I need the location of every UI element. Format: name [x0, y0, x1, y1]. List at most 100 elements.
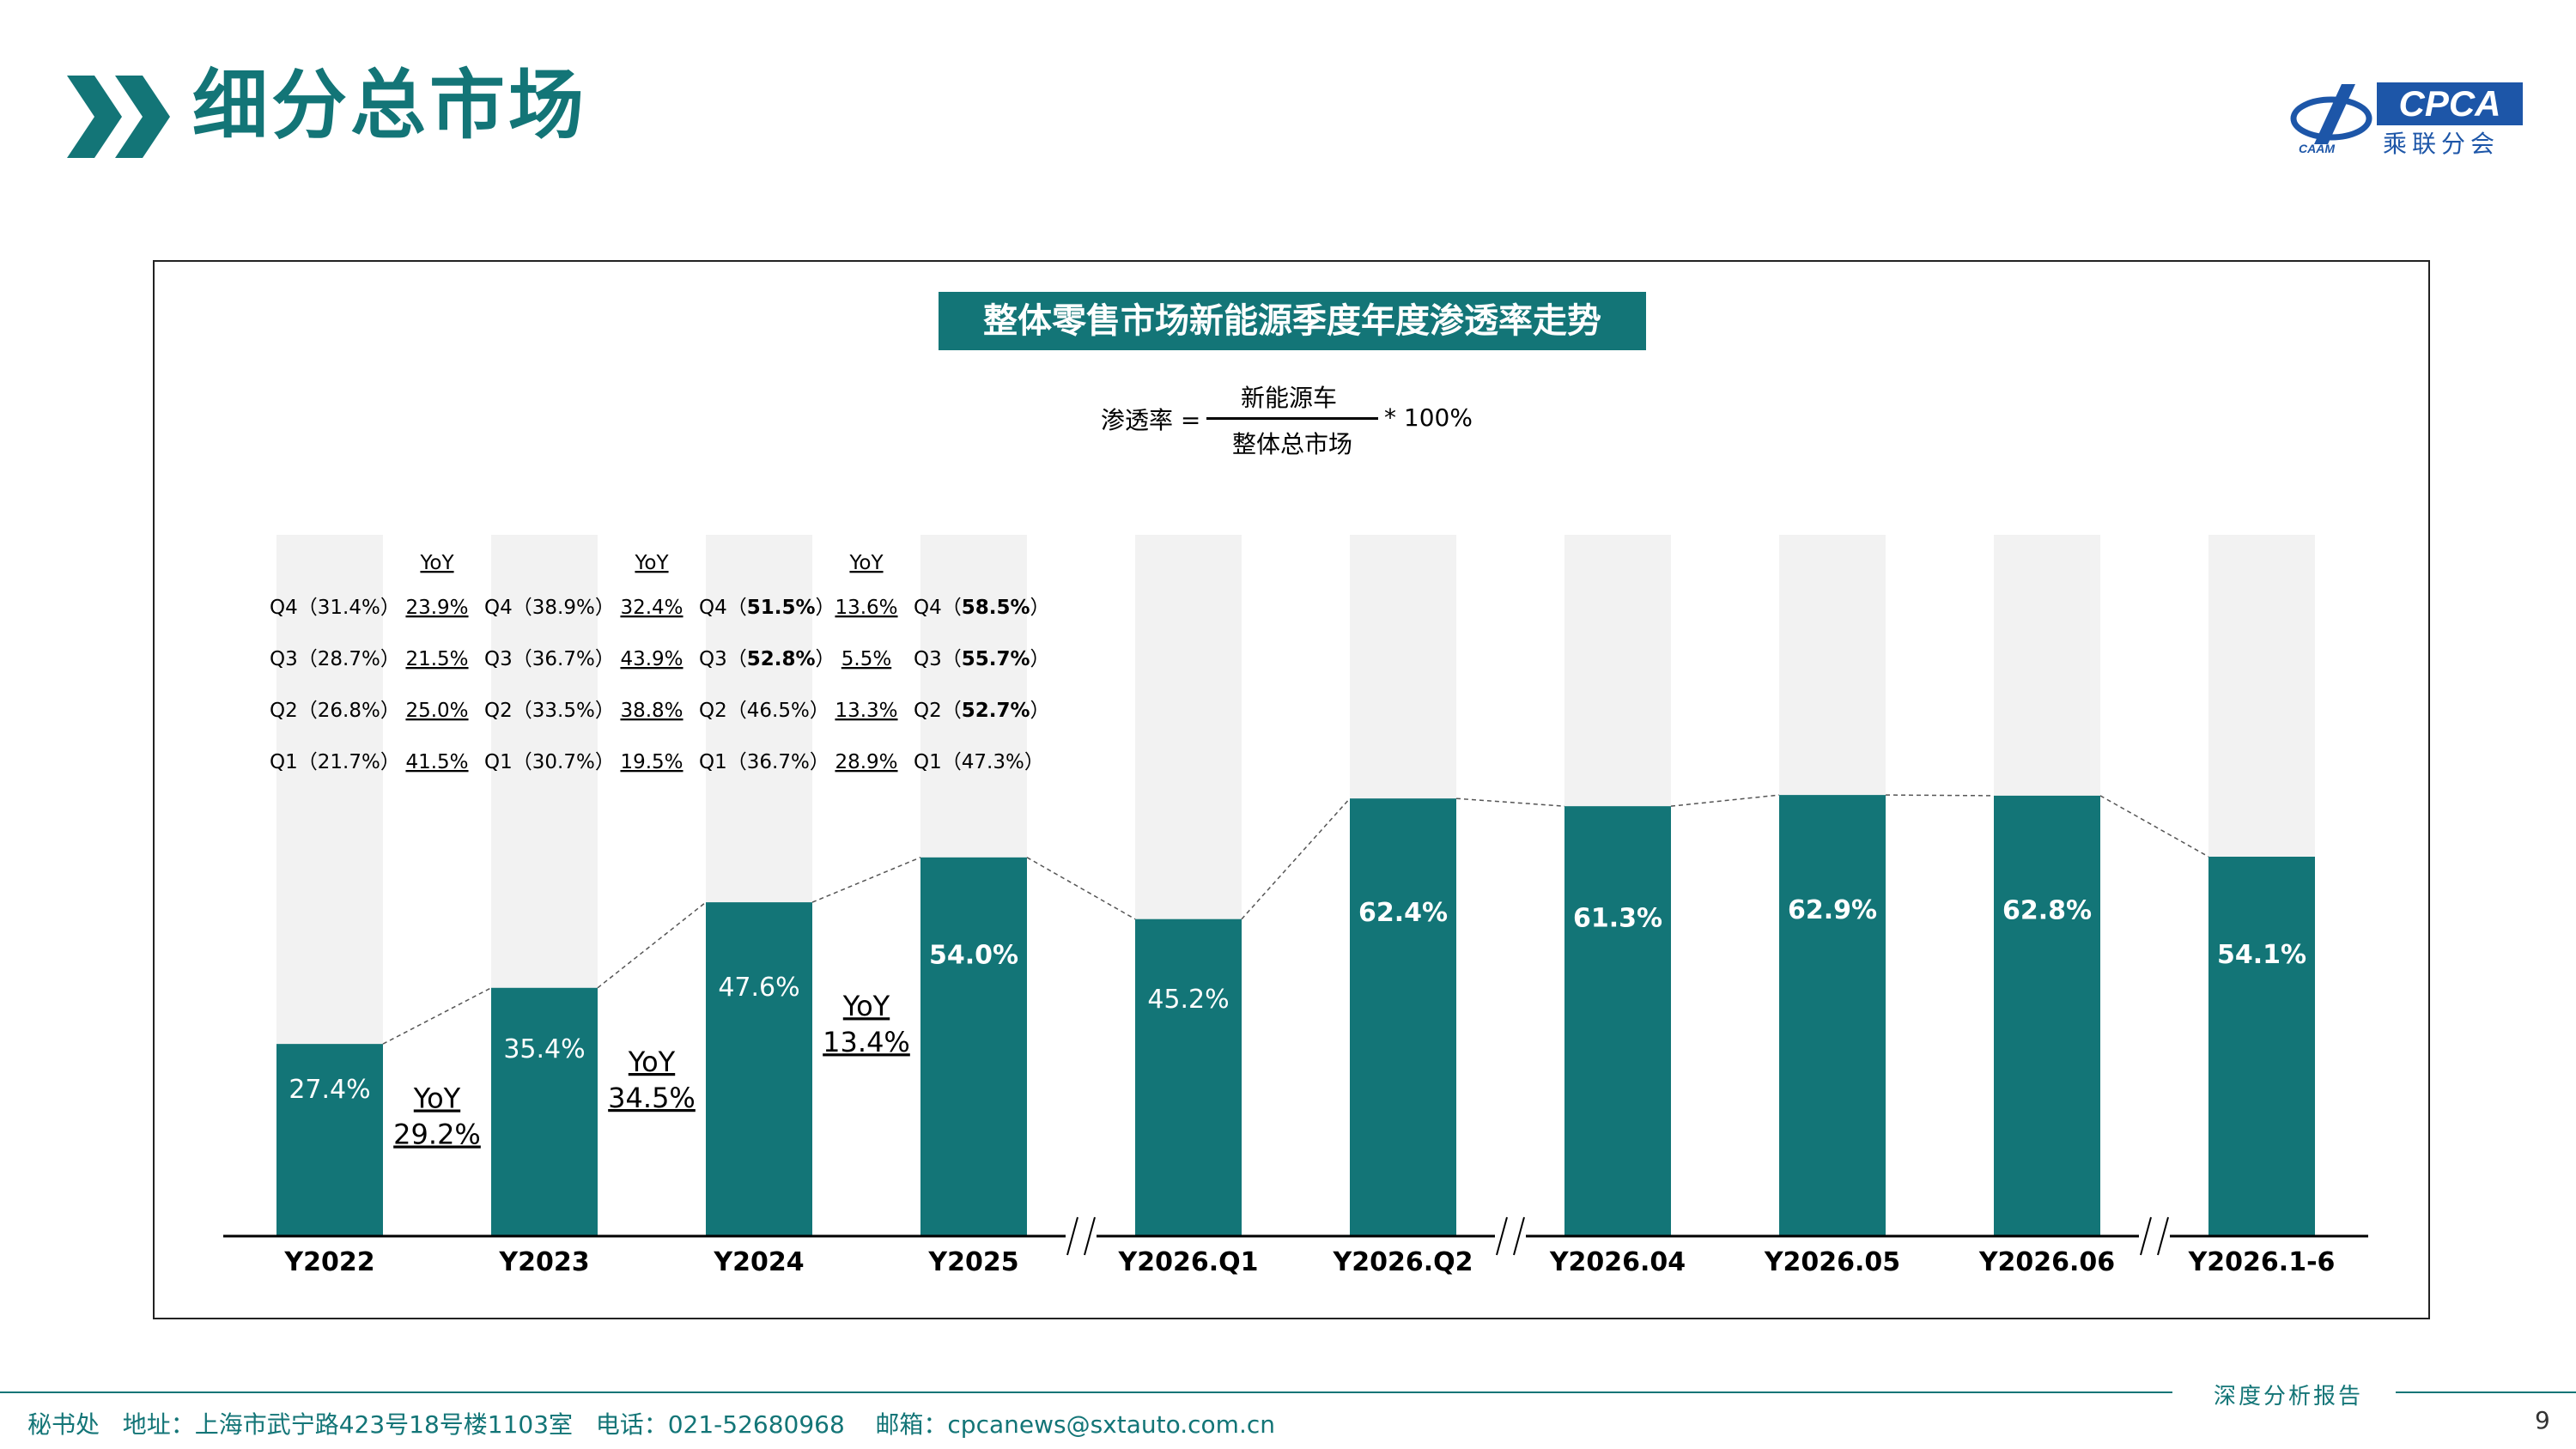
- quarter-yoy: 19.5%: [620, 751, 683, 773]
- quarter-yoy-header: YoY: [419, 552, 454, 574]
- quarter-yoy: 13.6%: [835, 597, 897, 619]
- bar: [1564, 806, 1671, 1236]
- quarter-share: Q1（36.7%）: [699, 751, 829, 773]
- axis-break-gap: [1066, 1216, 1097, 1257]
- quarter-yoy: 32.4%: [620, 597, 683, 619]
- axis-break-gap: [2139, 1216, 2170, 1257]
- trend-line-segment: [597, 901, 707, 989]
- data-label: 45.2%: [1147, 985, 1229, 1015]
- quarter-yoy: 43.9%: [620, 648, 683, 670]
- quarter-share: Q3（36.7%）: [484, 648, 615, 670]
- bar: [2208, 857, 2315, 1236]
- quarter-share: Q3（52.8%）: [699, 648, 835, 670]
- quarter-share: Q4（38.9%）: [484, 597, 615, 619]
- chart-title: 整体零售市场新能源季度年度渗透率走势: [939, 292, 1646, 350]
- quarter-share: Q3（55.7%）: [914, 648, 1050, 670]
- category-label: Y2026.Q1: [1118, 1247, 1259, 1277]
- category-label: Y2022: [283, 1247, 374, 1277]
- axis-break-mark: [1513, 1216, 1525, 1256]
- bar: [1994, 795, 2100, 1236]
- annual-yoy-label: YoY: [842, 990, 890, 1022]
- quarter-share: Q2（46.5%）: [699, 700, 829, 722]
- bar: [491, 987, 598, 1236]
- data-label: 54.0%: [929, 940, 1018, 970]
- quarter-share: Q1（47.3%）: [914, 751, 1044, 773]
- annual-yoy-label: YoY: [628, 1046, 676, 1078]
- footer-contact: 秘书处 地址：上海市武宁路423号18号楼1103室 电话：021-526809…: [27, 1410, 1275, 1439]
- trend-line-segment: [1241, 797, 1351, 920]
- trend-line-segment: [1026, 857, 1136, 920]
- quarter-share: Q2（52.7%）: [914, 700, 1050, 722]
- trend-line-segment: [1670, 794, 1780, 807]
- data-label: 62.8%: [2002, 896, 2092, 926]
- axis-break-mark: [1084, 1216, 1096, 1256]
- bar: [920, 857, 1027, 1236]
- axis-break-mark: [1496, 1216, 1508, 1256]
- trend-line-segment: [1885, 794, 1995, 797]
- chevron-double-icon: [67, 76, 170, 158]
- quarter-yoy: 5.5%: [841, 648, 891, 670]
- logo-subtext: 乘联分会: [2383, 130, 2500, 158]
- bar: [1135, 919, 1242, 1236]
- formula-label: 渗透率 =: [1101, 406, 1201, 434]
- quarter-share: Q3（28.7%）: [270, 648, 400, 670]
- data-label: 27.4%: [289, 1075, 370, 1105]
- quarter-yoy: 41.5%: [405, 751, 468, 773]
- axis-break-mark: [2140, 1216, 2152, 1256]
- data-label: 62.4%: [1358, 898, 1448, 928]
- data-label: 62.9%: [1788, 895, 1877, 925]
- trend-line-segment: [1455, 797, 1565, 807]
- footer-divider-right: [2396, 1391, 2576, 1393]
- quarter-yoy: 13.3%: [835, 700, 897, 722]
- formula-denominator: 整体总市场: [1232, 430, 1353, 458]
- formula-numerator: 新能源车: [1241, 384, 1338, 412]
- annual-yoy-value: 34.5%: [608, 1082, 696, 1114]
- quarter-yoy: 28.9%: [835, 751, 897, 773]
- quarter-yoy: 23.9%: [405, 597, 468, 619]
- axis-break-gap: [1495, 1216, 1526, 1257]
- chart-frame: [153, 260, 2430, 1319]
- quarter-share: Q1（21.7%）: [270, 751, 400, 773]
- bar: [276, 1044, 383, 1236]
- category-label: Y2026.Q2: [1333, 1247, 1473, 1277]
- quarter-share: Q4（51.5%）: [699, 597, 835, 619]
- data-label: 61.3%: [1573, 903, 1662, 933]
- trend-line-segment: [811, 857, 921, 903]
- data-label: 47.6%: [718, 973, 799, 1003]
- data-label: 35.4%: [503, 1034, 585, 1064]
- category-label: Y2025: [927, 1247, 1018, 1277]
- axis-break-mark: [1066, 1216, 1078, 1256]
- category-label: Y2026.04: [1549, 1247, 1686, 1277]
- category-label: Y2026.05: [1764, 1247, 1900, 1277]
- trend-line-segment: [382, 987, 492, 1045]
- page-title: 细分总市场: [192, 61, 588, 149]
- quarter-yoy-header: YoY: [848, 552, 884, 574]
- quarter-yoy: 25.0%: [405, 700, 468, 722]
- quarter-share: Q2（26.8%）: [270, 700, 400, 722]
- formula-divider: [1206, 417, 1378, 420]
- annual-yoy-label: YoY: [413, 1082, 461, 1114]
- category-label: Y2026.06: [1978, 1247, 2115, 1277]
- bar: [1779, 795, 1886, 1236]
- quarter-share: Q4（58.5%）: [914, 597, 1050, 619]
- annual-yoy-value: 29.2%: [393, 1118, 481, 1150]
- category-label: Y2023: [498, 1247, 589, 1277]
- trend-line-segment: [2099, 795, 2209, 858]
- quarter-share: Q1（30.7%）: [484, 751, 615, 773]
- footer-report-label: 深度分析报告: [2214, 1384, 2364, 1410]
- svg-text:CAAM: CAAM: [2299, 142, 2335, 155]
- data-label: 54.1%: [2217, 940, 2306, 970]
- quarter-yoy: 38.8%: [620, 700, 683, 722]
- category-label: Y2026.1-6: [2188, 1247, 2336, 1277]
- footer-divider: [0, 1391, 2172, 1393]
- formula-multiplier: * 100%: [1384, 403, 1473, 432]
- quarter-yoy-header: YoY: [634, 552, 669, 574]
- axis-break-mark: [2157, 1216, 2169, 1256]
- logo-text: CPCA: [2377, 82, 2523, 125]
- category-label: Y2024: [713, 1247, 804, 1277]
- quarter-share: Q2（33.5%）: [484, 700, 615, 722]
- quarter-yoy: 21.5%: [405, 648, 468, 670]
- cpca-logo-icon: CAAM: [2290, 84, 2372, 155]
- bar: [1350, 798, 1456, 1236]
